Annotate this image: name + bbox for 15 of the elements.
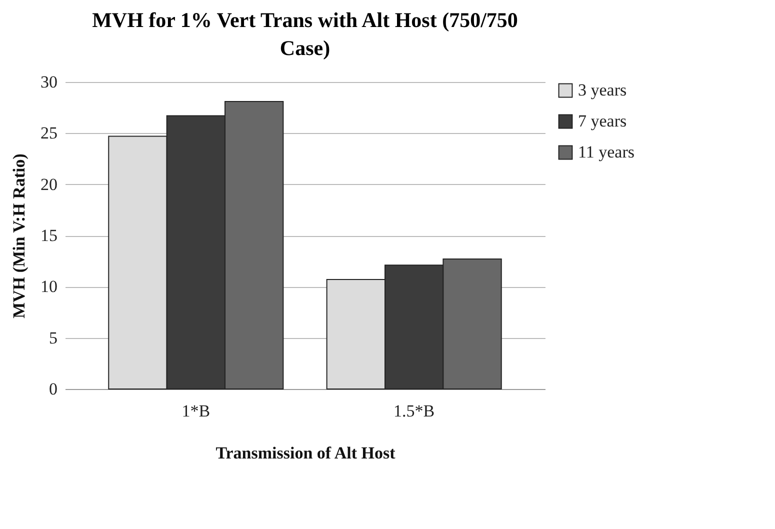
y-tick-label: 0 xyxy=(49,380,58,398)
x-tick-label: 1*B xyxy=(182,402,210,420)
chart-title: MVH for 1% Vert Trans with Alt Host (750/750 Case) xyxy=(92,8,518,60)
y-tick-label: 30 xyxy=(40,72,58,92)
y-axis-title: MVH (Min V:H Ratio) xyxy=(10,154,28,318)
legend-label: 11 years xyxy=(578,142,634,162)
y-tick-label: 20 xyxy=(40,174,58,194)
y-tick-label: 5 xyxy=(49,328,58,348)
y-tick-label: 15 xyxy=(40,226,58,245)
legend-label: 7 years xyxy=(578,112,627,130)
y-tick-label: 25 xyxy=(40,124,58,143)
x-axis-title: Transmission of Alt Host xyxy=(216,444,396,462)
x-tick-label: 1.5*B xyxy=(394,402,435,420)
y-tick-label: 10 xyxy=(40,277,58,296)
legend-label: 3 years xyxy=(578,80,627,100)
